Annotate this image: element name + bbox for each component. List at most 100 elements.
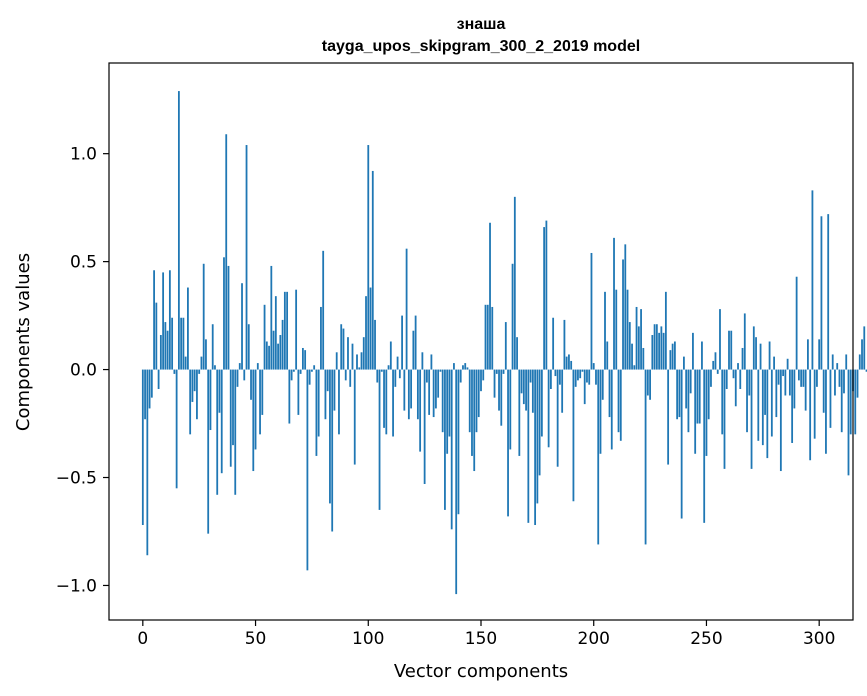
bar-43 xyxy=(238,363,241,370)
bar-248 xyxy=(701,341,703,370)
bar-269 xyxy=(748,369,751,396)
bar-97 xyxy=(360,352,363,370)
bar-9 xyxy=(162,272,165,370)
chart-title-line2: tayga_upos_skipgram_300_2_2019 model xyxy=(322,38,640,55)
bar-303 xyxy=(825,369,827,454)
bar-162 xyxy=(507,369,509,517)
bar-49 xyxy=(252,369,255,472)
bar-146 xyxy=(471,369,473,456)
bar-167 xyxy=(518,369,521,456)
bar-264 xyxy=(737,363,739,370)
bar-12 xyxy=(168,270,171,370)
bar-30 xyxy=(209,369,212,431)
bar-285 xyxy=(784,369,787,396)
bar-73 xyxy=(306,369,309,571)
bar-179 xyxy=(545,220,548,370)
bar-309 xyxy=(838,369,841,387)
bar-18 xyxy=(182,317,185,370)
bar-201 xyxy=(595,369,597,385)
bar-300 xyxy=(818,339,821,370)
bar-180 xyxy=(547,369,550,448)
bar-223 xyxy=(644,369,647,545)
bar-109 xyxy=(387,365,390,370)
bar-85 xyxy=(333,369,336,411)
bar-252 xyxy=(710,369,712,387)
bar-207 xyxy=(608,369,611,418)
bar-104 xyxy=(376,369,379,383)
bar-318 xyxy=(858,354,861,370)
bar-101 xyxy=(369,287,372,370)
bar-164 xyxy=(511,263,514,370)
bar-13 xyxy=(171,317,174,370)
bar-105 xyxy=(378,369,381,510)
bar-133 xyxy=(441,369,444,433)
bar-282 xyxy=(777,369,780,385)
bars-group xyxy=(141,91,867,595)
bar-168 xyxy=(520,369,523,394)
bar-310 xyxy=(840,369,843,433)
bar-118 xyxy=(407,369,410,420)
bar-204 xyxy=(601,369,604,400)
bar-113 xyxy=(396,356,399,370)
bar-6 xyxy=(155,302,158,370)
bar-137 xyxy=(450,369,453,530)
x-tick-label: 200 xyxy=(578,629,610,649)
bar-242 xyxy=(687,369,690,433)
bar-89 xyxy=(342,328,345,370)
y-ticks: −1.0 −0.5 0.0 0.5 1.0 xyxy=(56,145,109,596)
bar-108 xyxy=(385,369,388,435)
bar-123 xyxy=(419,369,422,452)
bar-262 xyxy=(732,369,735,379)
bar-76 xyxy=(313,365,316,370)
bar-270 xyxy=(750,369,753,469)
bar-274 xyxy=(759,343,762,370)
bar-35 xyxy=(220,369,223,474)
bar-92 xyxy=(349,369,352,387)
y-tick-label: 0.5 xyxy=(70,253,97,273)
bar-99 xyxy=(365,296,367,370)
x-ticks: 0 50 100 150 200 250 300 xyxy=(137,620,835,649)
bar-142 xyxy=(462,365,464,370)
bar-257 xyxy=(721,369,724,435)
bar-297 xyxy=(811,190,814,370)
bar-41 xyxy=(234,369,237,495)
x-tick-label: 0 xyxy=(137,629,148,649)
bar-246 xyxy=(696,369,699,424)
bar-25 xyxy=(198,369,201,374)
bar-84 xyxy=(331,369,334,532)
bar-39 xyxy=(229,369,232,467)
y-tick-label: 0.0 xyxy=(70,361,97,381)
bar-235 xyxy=(671,343,674,370)
bar-188 xyxy=(565,356,568,370)
bar-192 xyxy=(574,369,577,387)
bar-122 xyxy=(416,369,419,420)
bar-295 xyxy=(807,339,809,370)
bar-51 xyxy=(256,363,259,370)
bar-130 xyxy=(435,369,437,409)
bar-216 xyxy=(628,322,631,370)
bar-121 xyxy=(414,315,417,370)
bar-230 xyxy=(660,326,663,370)
x-tick-label: 50 xyxy=(245,629,267,649)
bar-210 xyxy=(615,289,618,370)
bar-20 xyxy=(187,287,189,370)
bar-261 xyxy=(730,330,733,370)
bar-93 xyxy=(351,343,354,370)
bar-213 xyxy=(622,259,624,370)
bar-135 xyxy=(446,369,449,454)
bar-284 xyxy=(782,369,785,377)
bar-14 xyxy=(173,369,176,374)
bar-148 xyxy=(475,369,478,433)
bar-239 xyxy=(680,369,683,519)
bar-64 xyxy=(286,291,289,370)
bar-198 xyxy=(588,369,591,385)
bar-120 xyxy=(412,330,415,370)
bar-298 xyxy=(813,369,816,439)
x-tick-label: 150 xyxy=(465,629,497,649)
bar-238 xyxy=(678,369,681,418)
bar-321 xyxy=(865,369,867,372)
bar-149 xyxy=(477,369,480,418)
bar-86 xyxy=(335,352,338,370)
bar-36 xyxy=(223,257,225,370)
